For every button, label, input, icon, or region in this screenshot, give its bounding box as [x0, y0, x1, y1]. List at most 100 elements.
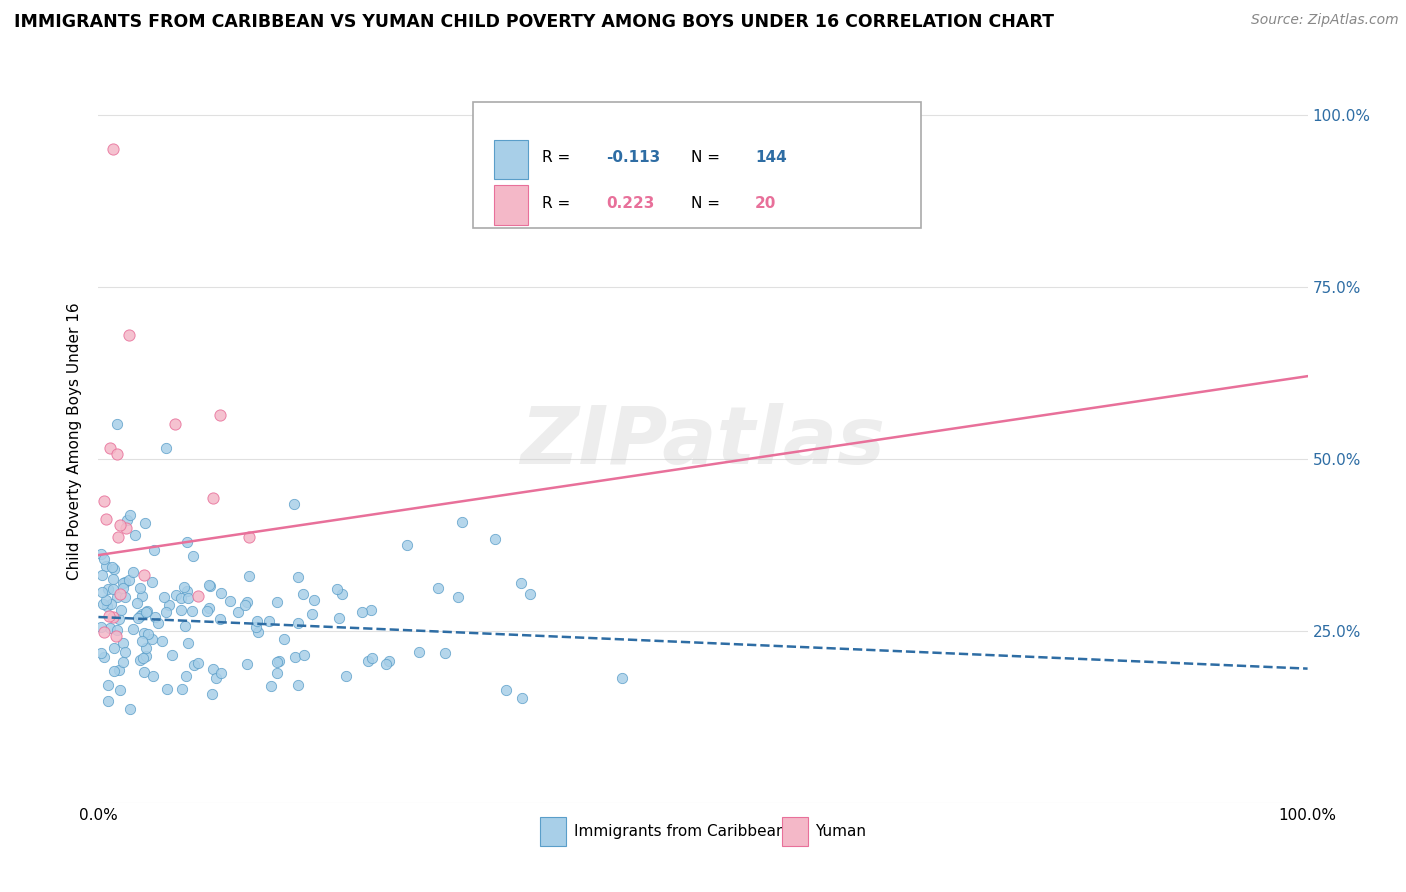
Point: [132, 665, 155, 680]
Point: [208, 612, 231, 626]
Point: [98, 609, 121, 624]
Point: [103, 562, 125, 576]
Point: [176, 584, 198, 599]
Point: [165, 588, 187, 602]
Point: [426, 582, 449, 596]
Point: [160, 648, 183, 663]
Point: [112, 575, 135, 590]
Point: [110, 603, 132, 617]
Point: [451, 516, 474, 530]
Point: [273, 632, 295, 647]
Point: [93, 650, 115, 665]
Point: [236, 595, 259, 609]
Point: [132, 626, 155, 640]
Point: [155, 605, 177, 619]
Point: [156, 682, 179, 697]
Point: [127, 611, 149, 625]
Point: [90, 547, 112, 561]
Point: [484, 532, 506, 546]
Point: [111, 636, 134, 650]
Point: [377, 654, 399, 668]
Point: [110, 517, 132, 532]
Point: [150, 634, 173, 648]
Point: [183, 657, 205, 672]
Point: [141, 632, 163, 647]
Point: [101, 559, 124, 574]
Point: [352, 605, 374, 619]
Point: [143, 609, 166, 624]
Point: [447, 591, 470, 605]
Point: [205, 671, 228, 685]
Point: [110, 587, 132, 601]
Point: [136, 604, 159, 618]
Point: [177, 636, 200, 650]
Point: [266, 665, 288, 680]
Point: [93, 551, 115, 566]
Point: [124, 528, 146, 542]
Point: [122, 566, 145, 580]
Point: [187, 657, 209, 671]
Point: [118, 702, 141, 716]
Point: [509, 576, 531, 591]
Point: [142, 669, 165, 683]
Point: [103, 641, 125, 656]
Point: [177, 591, 200, 605]
Point: [209, 666, 232, 681]
Point: [131, 589, 153, 603]
Point: [90, 620, 112, 634]
Point: [238, 530, 260, 544]
Text: 144: 144: [755, 150, 787, 165]
Point: [114, 590, 136, 604]
Point: [94, 559, 117, 574]
Point: [200, 687, 222, 701]
Point: [283, 497, 305, 511]
Point: [117, 513, 139, 527]
Point: [495, 682, 517, 697]
Point: [108, 683, 131, 698]
Text: N =: N =: [690, 150, 724, 165]
Text: Immigrants from Caribbean: Immigrants from Caribbean: [574, 824, 785, 839]
Point: [284, 650, 307, 665]
Text: R =: R =: [543, 150, 575, 165]
Point: [141, 575, 163, 590]
Point: [96, 599, 118, 613]
Point: [335, 669, 357, 683]
Point: [114, 574, 136, 589]
Point: [152, 591, 174, 605]
Point: [101, 610, 124, 624]
Bar: [494, 185, 527, 225]
Point: [157, 598, 180, 612]
Point: [131, 633, 153, 648]
Point: [131, 607, 153, 622]
Point: [266, 656, 288, 670]
Point: [233, 598, 256, 612]
Point: [326, 582, 349, 596]
Point: [90, 584, 112, 599]
Point: [208, 408, 231, 422]
Point: [304, 593, 326, 607]
Point: [198, 579, 221, 593]
Point: [209, 586, 232, 600]
Bar: [494, 139, 527, 179]
Point: [197, 578, 219, 592]
Point: [612, 671, 634, 685]
Point: [100, 597, 122, 611]
Point: [134, 516, 156, 530]
Point: [238, 569, 260, 583]
Point: [122, 622, 145, 636]
Point: [519, 587, 541, 601]
Text: 0.223: 0.223: [606, 195, 655, 211]
Point: [328, 610, 350, 624]
Point: [260, 679, 283, 693]
Point: [361, 650, 384, 665]
Point: [94, 512, 117, 526]
Point: [218, 594, 240, 608]
Text: Yuman: Yuman: [815, 824, 866, 839]
Point: [170, 603, 193, 617]
Point: [287, 677, 309, 691]
Point: [114, 521, 136, 535]
Point: [135, 641, 157, 656]
Point: [187, 589, 209, 603]
Point: [129, 653, 152, 667]
Point: [135, 648, 157, 663]
